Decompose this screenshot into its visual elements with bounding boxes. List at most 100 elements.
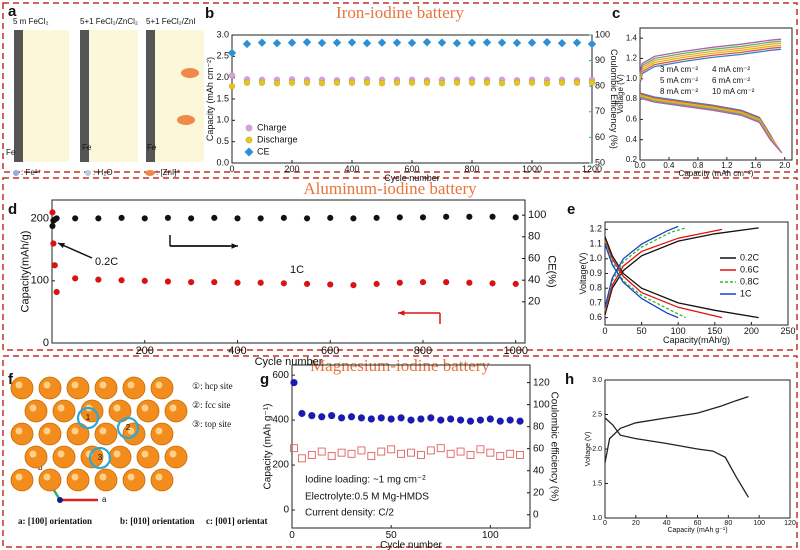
data-point bbox=[228, 82, 236, 90]
atom-highlight bbox=[155, 381, 163, 389]
data-point bbox=[303, 215, 311, 222]
data-line bbox=[604, 225, 679, 319]
data-point bbox=[407, 416, 415, 424]
atom-highlight bbox=[155, 427, 163, 435]
atom-highlight bbox=[71, 473, 79, 481]
y-tick-label: 1.0 bbox=[592, 515, 602, 522]
atom bbox=[66, 422, 90, 446]
atom-highlight bbox=[169, 404, 177, 412]
data-point bbox=[272, 38, 282, 48]
data-point bbox=[437, 38, 447, 47]
y-tick-label: 2.0 bbox=[592, 446, 602, 453]
atom bbox=[136, 445, 160, 469]
y-axis-label: Capacity(mAh/g) bbox=[20, 231, 32, 313]
y-tick-label: 0.5 bbox=[216, 136, 229, 146]
electrode bbox=[80, 30, 89, 162]
data-point bbox=[280, 214, 288, 222]
data-point bbox=[516, 417, 524, 425]
y2-tick-label: 50 bbox=[595, 157, 605, 167]
data-point bbox=[303, 79, 311, 86]
orientation-label: b: [010] orientation bbox=[120, 516, 195, 526]
data-point bbox=[456, 416, 465, 424]
data-point bbox=[467, 38, 477, 47]
legend-label: 0.8C bbox=[740, 276, 760, 286]
x-tick-label: 400 bbox=[228, 345, 246, 357]
data-point bbox=[512, 280, 519, 288]
atom-highlight bbox=[29, 450, 37, 458]
panel-letter: h bbox=[565, 371, 574, 388]
data-point bbox=[211, 278, 218, 286]
y2-tick-label: 0 bbox=[533, 509, 539, 520]
atom bbox=[24, 399, 48, 423]
data-point bbox=[317, 38, 327, 48]
atom-highlight bbox=[99, 473, 107, 481]
data-point bbox=[337, 414, 346, 422]
data-point bbox=[71, 275, 79, 282]
y2-tick-label: 20 bbox=[528, 296, 540, 308]
atom bbox=[38, 422, 62, 446]
data-point bbox=[558, 79, 566, 86]
data-point bbox=[318, 80, 326, 87]
data-point bbox=[164, 214, 172, 222]
x-tick-label: 800 bbox=[464, 164, 479, 174]
data-point bbox=[118, 214, 125, 222]
x-tick-label: 50 bbox=[386, 530, 398, 541]
site-number: 1 bbox=[86, 413, 91, 422]
atom bbox=[80, 399, 104, 423]
y-tick-label: 200 bbox=[31, 213, 49, 225]
data-point bbox=[51, 262, 58, 269]
x-axis-label: Capacity(mAh/g) bbox=[663, 335, 730, 345]
panel-letter: e bbox=[567, 201, 575, 218]
data-point bbox=[350, 215, 357, 222]
y-tick-label: 3.0 bbox=[216, 29, 229, 39]
data-point bbox=[446, 415, 455, 423]
data-point bbox=[407, 38, 417, 48]
data-point bbox=[466, 417, 475, 425]
data-point bbox=[393, 79, 401, 86]
atom-highlight bbox=[29, 404, 37, 412]
data-point bbox=[396, 279, 403, 286]
data-point bbox=[348, 79, 356, 86]
electrode-label: Fe bbox=[147, 143, 157, 152]
axis-indicator-arrow-head bbox=[398, 310, 405, 316]
atom-highlight bbox=[141, 450, 149, 458]
data-point bbox=[118, 277, 125, 284]
data-point bbox=[317, 447, 326, 456]
data-point bbox=[587, 39, 597, 49]
atom-highlight bbox=[169, 450, 177, 458]
atom bbox=[108, 445, 132, 469]
x-tick-label: 0 bbox=[229, 164, 234, 174]
x-tick-label: 1.2 bbox=[721, 161, 733, 170]
data-point bbox=[95, 215, 102, 222]
data-point bbox=[71, 215, 79, 222]
y2-tick-label: 80 bbox=[595, 81, 605, 91]
annotation: 1C bbox=[290, 264, 304, 276]
axis-indicator-arrow-head bbox=[231, 243, 238, 249]
site-label: ②: fcc site bbox=[192, 400, 231, 410]
y2-axis-label: Coulombic efficiency (%) bbox=[548, 392, 559, 502]
data-point bbox=[164, 278, 172, 285]
y2-tick-label: 60 bbox=[533, 443, 545, 454]
x-tick-label: 1000 bbox=[522, 164, 542, 174]
axis-label: b bbox=[38, 463, 43, 472]
data-point bbox=[392, 38, 402, 47]
data-point bbox=[318, 413, 326, 421]
data-point bbox=[489, 280, 496, 287]
data-point bbox=[327, 452, 336, 461]
atom bbox=[94, 422, 118, 446]
x-tick-label: 1000 bbox=[503, 345, 527, 357]
data-point bbox=[357, 414, 366, 422]
x-tick-label: 2.0 bbox=[779, 161, 791, 170]
data-point bbox=[512, 38, 522, 48]
data-point bbox=[456, 447, 465, 456]
electrode-label: Fe bbox=[82, 143, 92, 152]
atom-highlight bbox=[99, 381, 107, 389]
data-point bbox=[53, 288, 60, 296]
atom bbox=[122, 468, 146, 492]
schematic-a: 5 m FeCl₂ 5+1 FeCl₂/ZnCl₂ 5+1 FeCl₂/ZnI … bbox=[6, 17, 204, 177]
plot-frame bbox=[51, 199, 526, 344]
x-tick-label: 150 bbox=[707, 326, 722, 336]
site-label: ③: top site bbox=[192, 419, 231, 429]
data-point bbox=[436, 444, 445, 453]
data-point bbox=[516, 450, 525, 459]
